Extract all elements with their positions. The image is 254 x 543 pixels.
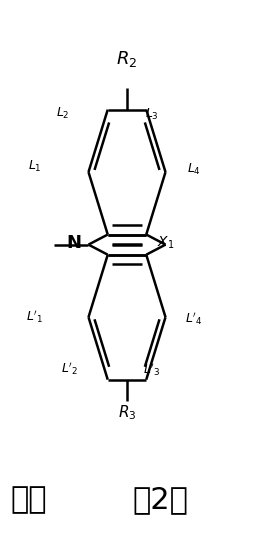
Text: $L'_1$: $L'_1$ <box>26 309 44 325</box>
Text: $L_1$: $L_1$ <box>28 159 42 174</box>
Text: （2）: （2） <box>132 485 188 514</box>
Text: $L_2$: $L_2$ <box>56 105 69 121</box>
Text: $L_3$: $L_3$ <box>145 106 159 122</box>
Text: 通式: 通式 <box>10 485 47 514</box>
Text: $L'_4$: $L'_4$ <box>185 311 203 327</box>
Text: $X_1$: $X_1$ <box>157 235 174 251</box>
Text: $R_2$: $R_2$ <box>116 49 138 69</box>
Text: $L'_2$: $L'_2$ <box>61 360 78 376</box>
Text: $L'_3$: $L'_3$ <box>143 361 161 377</box>
Text: $\mathbf{N}$: $\mathbf{N}$ <box>66 234 81 252</box>
Text: $R_3$: $R_3$ <box>118 403 136 422</box>
Text: $L_4$: $L_4$ <box>187 162 201 177</box>
